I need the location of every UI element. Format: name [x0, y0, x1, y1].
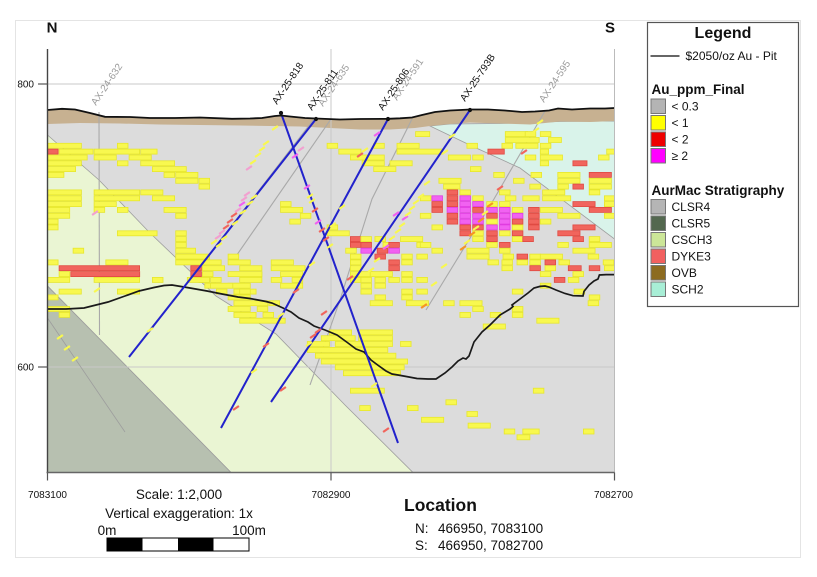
svg-text:AX-24-595: AX-24-595 — [537, 59, 573, 105]
svg-text:CLSR5: CLSR5 — [672, 217, 711, 231]
svg-text:S: S — [605, 20, 615, 37]
svg-text:Location: Location — [404, 495, 477, 515]
svg-text:Legend: Legend — [695, 25, 752, 42]
svg-text:< 0.3: < 0.3 — [672, 100, 699, 114]
svg-text:≥ 2: ≥ 2 — [672, 149, 689, 163]
svg-text:600: 600 — [17, 363, 34, 374]
svg-text:Au_ppm_Final: Au_ppm_Final — [652, 82, 745, 97]
svg-text:< 2: < 2 — [672, 133, 689, 147]
svg-text:$2050/oz Au - Pit: $2050/oz Au - Pit — [686, 49, 778, 63]
svg-text:466950, 7083100: 466950, 7083100 — [438, 521, 543, 536]
svg-text:AurMac Stratigraphy: AurMac Stratigraphy — [652, 183, 785, 198]
svg-text:< 1: < 1 — [672, 116, 689, 130]
svg-text:7082700: 7082700 — [594, 490, 633, 501]
svg-text:CSCH3: CSCH3 — [672, 233, 713, 247]
svg-text:DYKE3: DYKE3 — [672, 250, 712, 264]
svg-text:7083100: 7083100 — [28, 490, 67, 501]
svg-text:CLSR4: CLSR4 — [672, 200, 711, 214]
svg-text:7082900: 7082900 — [312, 490, 351, 501]
svg-text:0m: 0m — [98, 523, 117, 538]
svg-text:N: N — [47, 20, 58, 37]
svg-text:Scale: 1:2,000: Scale: 1:2,000 — [136, 487, 222, 502]
svg-text:Vertical exaggeration: 1x: Vertical exaggeration: 1x — [105, 506, 253, 521]
svg-text:AX-24-632: AX-24-632 — [89, 62, 125, 108]
svg-text:800: 800 — [17, 80, 34, 91]
svg-text:100m: 100m — [232, 523, 266, 538]
svg-text:S:: S: — [415, 538, 428, 553]
svg-text:N:: N: — [415, 521, 429, 536]
svg-text:OVB: OVB — [672, 266, 697, 280]
svg-text:466950, 7082700: 466950, 7082700 — [438, 538, 543, 553]
svg-text:AX-25-793B: AX-25-793B — [458, 52, 498, 104]
svg-text:SCH2: SCH2 — [672, 283, 704, 297]
